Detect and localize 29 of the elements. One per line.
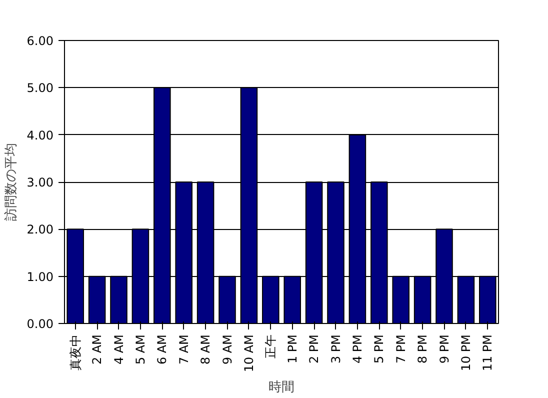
x-tick-label: 5 PM xyxy=(372,334,386,364)
x-tick-label: 7 AM xyxy=(176,334,191,365)
x-tick-label: 6 AM xyxy=(155,334,170,365)
y-tick-label: 0.00 xyxy=(26,317,54,331)
x-tick-label: 10 PM xyxy=(458,334,473,372)
x-axis-title: 時間 xyxy=(268,380,294,396)
x-tick-label: 9 AM xyxy=(220,334,234,365)
x-tick-label: 7 PM xyxy=(394,334,408,364)
x-tick-label: 9 PM xyxy=(437,334,452,364)
x-tick-label: 4 AM xyxy=(112,334,126,365)
y-tick-label: 2.00 xyxy=(26,222,54,237)
x-tick-label: 2 AM xyxy=(90,334,104,365)
y-tick-label: 5.00 xyxy=(26,81,54,96)
x-tick-label: 10 AM xyxy=(242,334,256,372)
x-tick-label: 正午 xyxy=(264,334,278,358)
x-tick-label: 2 PM xyxy=(307,334,322,364)
y-tick-label: 1.00 xyxy=(26,270,54,284)
x-tick-label: 3 PM xyxy=(328,334,343,364)
x-tick-label: 8 PM xyxy=(416,334,430,364)
y-tick-label: 3.00 xyxy=(26,176,54,190)
x-tick-label: 5 AM xyxy=(133,334,148,365)
x-tick-label: 11 PM xyxy=(480,334,495,372)
y-tick-label: 6.00 xyxy=(26,34,54,48)
x-tick-label: 4 PM xyxy=(350,334,364,364)
x-tick-label: 真夜中 xyxy=(68,334,82,370)
x-tick-label: 8 AM xyxy=(198,334,213,365)
y-tick-label: 4.00 xyxy=(26,128,54,142)
x-tick-label: 1 PM xyxy=(285,334,300,364)
y-axis-title: 訪問数の平均 xyxy=(4,143,19,221)
